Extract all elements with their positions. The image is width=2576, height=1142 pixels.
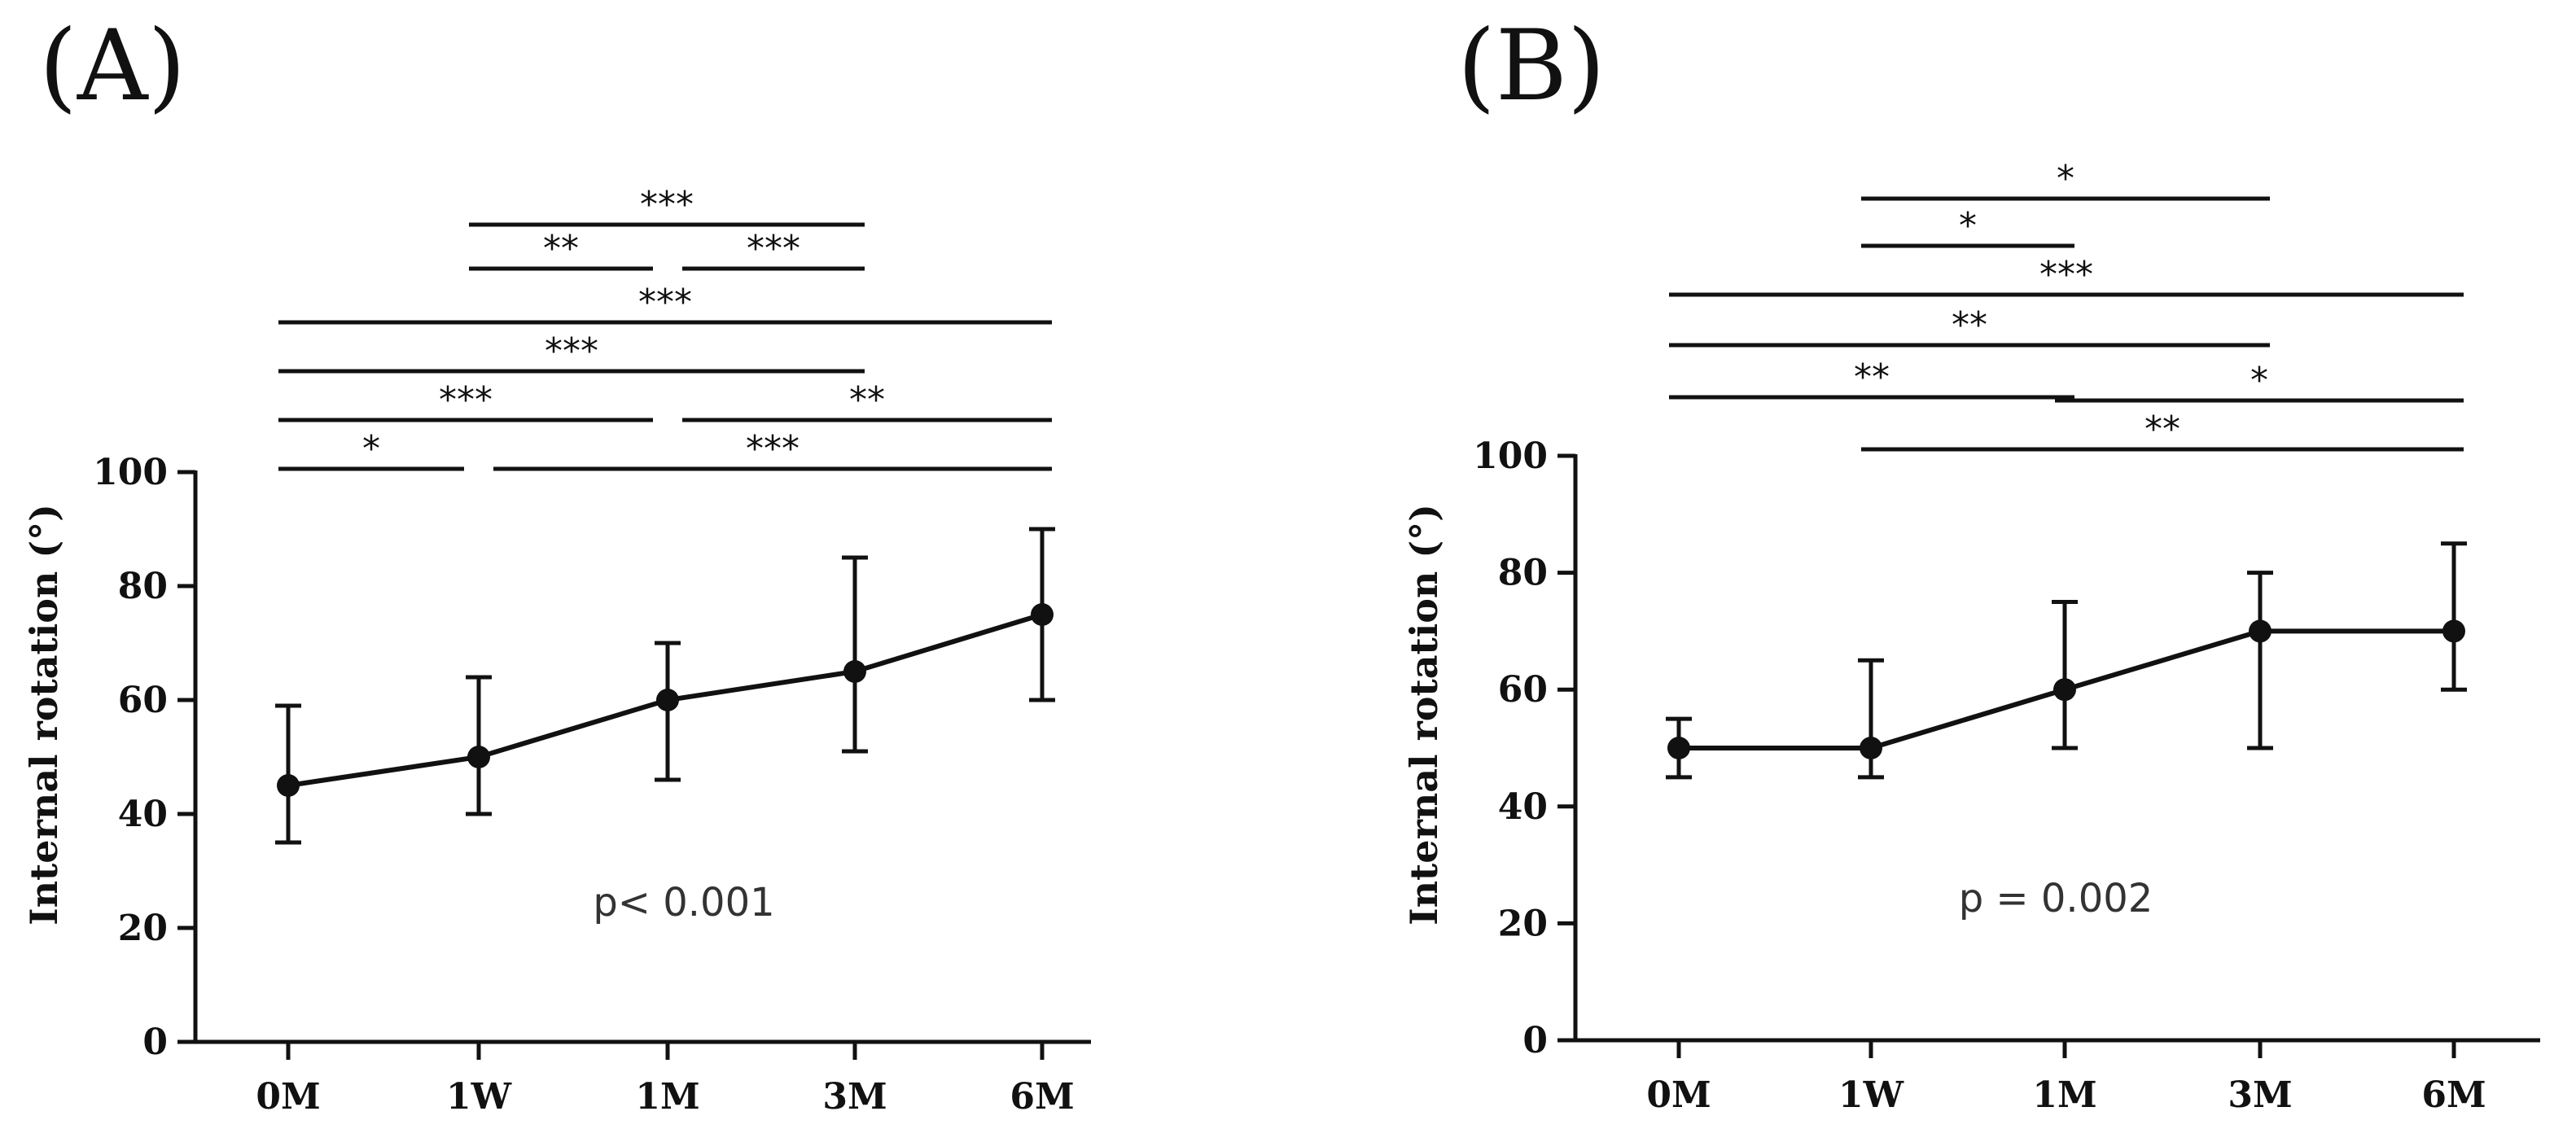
panel-a-x-tick-label: 3M (822, 1076, 887, 1118)
panel-b-y-axis-title: Internal rotation (°) (1402, 504, 1446, 925)
panel-a-x-tick-label: 1W (446, 1076, 512, 1118)
panel-b-x-tick-label: 1W (1838, 1074, 1904, 1116)
panel-a: (A) Internal rotation (°) p< 0.001 0 20 40… (22, 10, 1091, 1118)
panel-a-significance-label: *** (439, 379, 493, 421)
panel-b-y-tick-label: 20 (1498, 903, 1548, 944)
panel-b-significance-label: ** (1854, 357, 1890, 398)
panel-a-y-tick-label: 80 (118, 566, 168, 607)
panel-a-p-value: p< 0.001 (593, 880, 774, 925)
panel-b-label: (B) (1457, 10, 1606, 123)
panel-a-y-tick-label: 20 (118, 908, 168, 949)
panel-a-y-tick-label: 40 (118, 794, 168, 835)
panel-a-data-point (467, 746, 490, 768)
panel-b-significance-label: * (2057, 158, 2074, 199)
panel-a-significance-label: *** (747, 228, 800, 269)
panel-a-significance-label: *** (545, 330, 598, 372)
panel-a-data-point (1031, 603, 1054, 626)
panel-b-p-value: p = 0.002 (1959, 876, 2153, 921)
panel-b-y-tick-label: 80 (1498, 553, 1548, 594)
panel-b-y-tick-label: 100 (1473, 435, 1548, 477)
panel-b-y-tick-label: 0 (1522, 1020, 1548, 1061)
panel-a-significance-label: *** (640, 184, 694, 225)
panel-a-data-point (843, 660, 866, 683)
panel-a-significance-label: *** (746, 428, 800, 470)
panel-b-data-point (2442, 619, 2465, 643)
panel-a-x-tick-label: 0M (256, 1076, 320, 1118)
panel-a-y-axis-title: Internal rotation (°) (22, 504, 66, 925)
panel-b-x-tick-label: 0M (1646, 1074, 1711, 1116)
panel-b-significance-label: ** (2144, 409, 2180, 450)
panel-b-significance-label: ** (1952, 304, 1987, 346)
panel-a-y-tick-label: 60 (118, 680, 168, 721)
panel-b-data-point (2053, 678, 2076, 702)
panel-a-data-point (277, 774, 300, 797)
panel-b-significance-label: *** (2039, 254, 2093, 295)
panel-a-y-tick-label: 0 (142, 1022, 168, 1063)
panel-b-x-tick-label: 6M (2421, 1074, 2486, 1116)
panel-a-label: (A) (39, 10, 186, 123)
panel-a-significance-label: ** (543, 228, 579, 269)
panel-b-y-tick-label: 40 (1498, 786, 1548, 828)
panel-b-significance-label: * (2250, 360, 2268, 401)
panel-b-significance-label: * (1959, 205, 1977, 247)
panel-a-y-tick-label: 100 (93, 452, 168, 493)
panel-a-significance-label: *** (638, 282, 692, 323)
panel-b-data-point (1667, 737, 1690, 759)
panel-b-data-point (1860, 737, 1882, 759)
panel-a-data-point (656, 689, 679, 711)
panel-a-significance-label: ** (849, 379, 885, 421)
panel-b-data-point (2249, 619, 2272, 643)
panel-a-x-tick-label: 1M (635, 1076, 699, 1118)
panel-b-x-tick-label: 3M (2228, 1074, 2292, 1116)
panel-b: (B) Internal rotation (°) p = 0.002 0 20 4… (1402, 10, 2540, 1116)
panel-b-x-tick-label: 1M (2032, 1074, 2096, 1116)
panel-a-significance-label: * (362, 428, 380, 470)
panel-b-y-tick-label: 60 (1498, 669, 1548, 711)
panel-a-x-tick-label: 6M (1010, 1076, 1074, 1118)
